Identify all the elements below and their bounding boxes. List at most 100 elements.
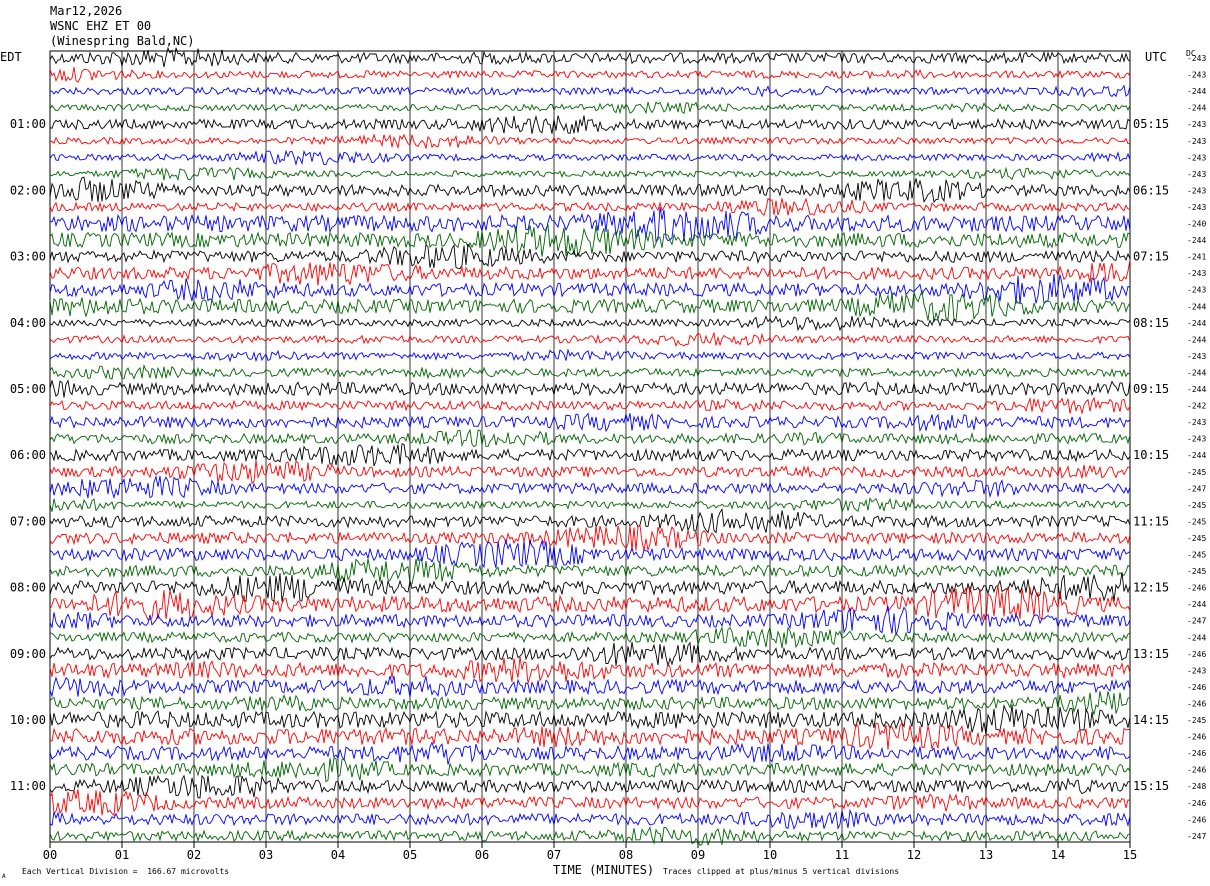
utc-hour-label: 09:15 (1133, 382, 1169, 396)
x-tick-label: 05 (403, 848, 417, 862)
x-tick-label: 11 (835, 848, 849, 862)
x-tick-label: 08 (619, 848, 633, 862)
x-tick-label: 12 (907, 848, 921, 862)
seismic-trace (49, 224, 1131, 257)
seismic-trace (49, 443, 1131, 467)
dc-offset-label: -240 (1187, 220, 1206, 229)
dc-offset-label: -246 (1187, 584, 1206, 593)
seismic-trace (49, 605, 1131, 636)
dc-offset-label: -246 (1187, 799, 1206, 808)
dc-offset-label: -247 (1187, 617, 1206, 626)
utc-axis-label: UTC (1145, 50, 1167, 64)
dc-offset-label: -245 (1187, 551, 1206, 560)
utc-hour-label: 11:15 (1133, 514, 1169, 528)
dc-offset-label: -243 (1187, 54, 1206, 63)
plot-frame (49, 50, 1131, 843)
edt-hour-label: 10:00 (10, 713, 46, 727)
utc-hour-label: 08:15 (1133, 316, 1169, 330)
seismic-trace (49, 585, 1131, 622)
seismic-trace (49, 149, 1131, 167)
seismic-trace (49, 656, 1131, 684)
x-tick-label: 00 (43, 848, 57, 862)
seismic-trace (49, 741, 1131, 765)
dc-offset-label: -243 (1187, 269, 1206, 278)
dc-offset-label: -241 (1187, 253, 1206, 262)
x-tick-label: 15 (1123, 848, 1137, 862)
seismic-trace (49, 176, 1131, 204)
seismic-trace (49, 428, 1131, 448)
dc-offset-label: -245 (1187, 567, 1206, 576)
dc-offset-label: -243 (1187, 137, 1206, 146)
dc-offset-label: -243 (1187, 153, 1206, 162)
dc-offset-label: -245 (1187, 534, 1206, 543)
seismic-trace (49, 289, 1131, 323)
dc-offset-label: -244 (1187, 302, 1206, 311)
utc-hour-label: 05:15 (1133, 117, 1169, 131)
seismic-trace (49, 273, 1131, 305)
seismic-trace (49, 675, 1131, 698)
seismic-trace (49, 774, 1131, 799)
seismic-trace (49, 641, 1131, 667)
seismic-trace (49, 379, 1131, 398)
dc-offset-label: -244 (1187, 319, 1206, 328)
seismic-trace (49, 396, 1131, 415)
x-tick-label: 01 (115, 848, 129, 862)
seismic-trace (49, 496, 1131, 514)
seismic-trace (49, 348, 1131, 363)
utc-hour-label: 10:15 (1133, 448, 1169, 462)
dc-offset-label: -246 (1187, 749, 1206, 758)
dc-offset-label: -245 (1187, 716, 1206, 725)
seismic-trace (49, 720, 1131, 750)
edt-hour-label: 01:00 (10, 117, 46, 131)
edt-hour-label: 11:00 (10, 779, 46, 793)
seismic-trace (49, 46, 1131, 68)
seismic-trace (49, 524, 1131, 551)
utc-hour-label: 12:15 (1133, 581, 1169, 595)
dc-offset-label: -244 (1187, 335, 1206, 344)
x-tick-label: 07 (547, 848, 561, 862)
clip-note: Traces clipped at plus/minus 5 vertical … (663, 867, 900, 876)
seismic-trace (49, 259, 1131, 286)
seismic-trace (49, 67, 1131, 83)
dc-offset-label: -246 (1187, 699, 1206, 708)
dc-offset-label: -243 (1187, 71, 1206, 80)
x-tick-label: 03 (259, 848, 273, 862)
dc-offset-label: -247 (1187, 484, 1206, 493)
dc-offset-label: -243 (1187, 170, 1206, 179)
dc-offset-label: -248 (1187, 782, 1206, 791)
dc-offset-label: -242 (1187, 402, 1206, 411)
seismic-trace (49, 538, 1131, 569)
seismic-trace (49, 625, 1131, 649)
edt-axis-label: EDT (0, 50, 22, 64)
x-tick-label: 09 (691, 848, 705, 862)
dc-offset-label: -246 (1187, 733, 1206, 742)
x-axis-title: TIME (MINUTES) (553, 863, 655, 877)
edt-hour-label: 09:00 (10, 647, 46, 661)
x-tick-label: 13 (979, 848, 993, 862)
dc-offset-label: -244 (1187, 87, 1206, 96)
station-label: WSNC EHZ ET 00 (50, 19, 152, 33)
seismic-trace (49, 206, 1131, 243)
seismic-trace (49, 572, 1131, 602)
seismic-trace (49, 789, 1131, 817)
x-tick-label: 10 (763, 848, 777, 862)
scale-note: Each Vertical Division = 166.67 microvol… (22, 867, 230, 876)
dc-offset-label: -245 (1187, 501, 1206, 510)
dc-offset-label: -246 (1187, 766, 1206, 775)
x-tick-label: 06 (475, 848, 489, 862)
seismic-trace (49, 826, 1131, 847)
seismic-trace (49, 363, 1131, 380)
edt-hour-label: 06:00 (10, 448, 46, 462)
dc-offset-label: -243 (1187, 120, 1206, 129)
seismic-trace (49, 691, 1131, 716)
seismic-trace (49, 808, 1131, 831)
x-tick-label: 14 (1051, 848, 1065, 862)
dc-offset-label: -244 (1187, 633, 1206, 642)
seismic-trace (49, 166, 1131, 182)
location-label: (Winespring Bald,NC) (50, 34, 195, 48)
dc-offset-label: -243 (1187, 352, 1206, 361)
utc-hour-label: 07:15 (1133, 250, 1169, 264)
dc-offset-label: -247 (1187, 832, 1206, 841)
seismic-trace (49, 475, 1131, 500)
dc-offset-label: -245 (1187, 468, 1206, 477)
